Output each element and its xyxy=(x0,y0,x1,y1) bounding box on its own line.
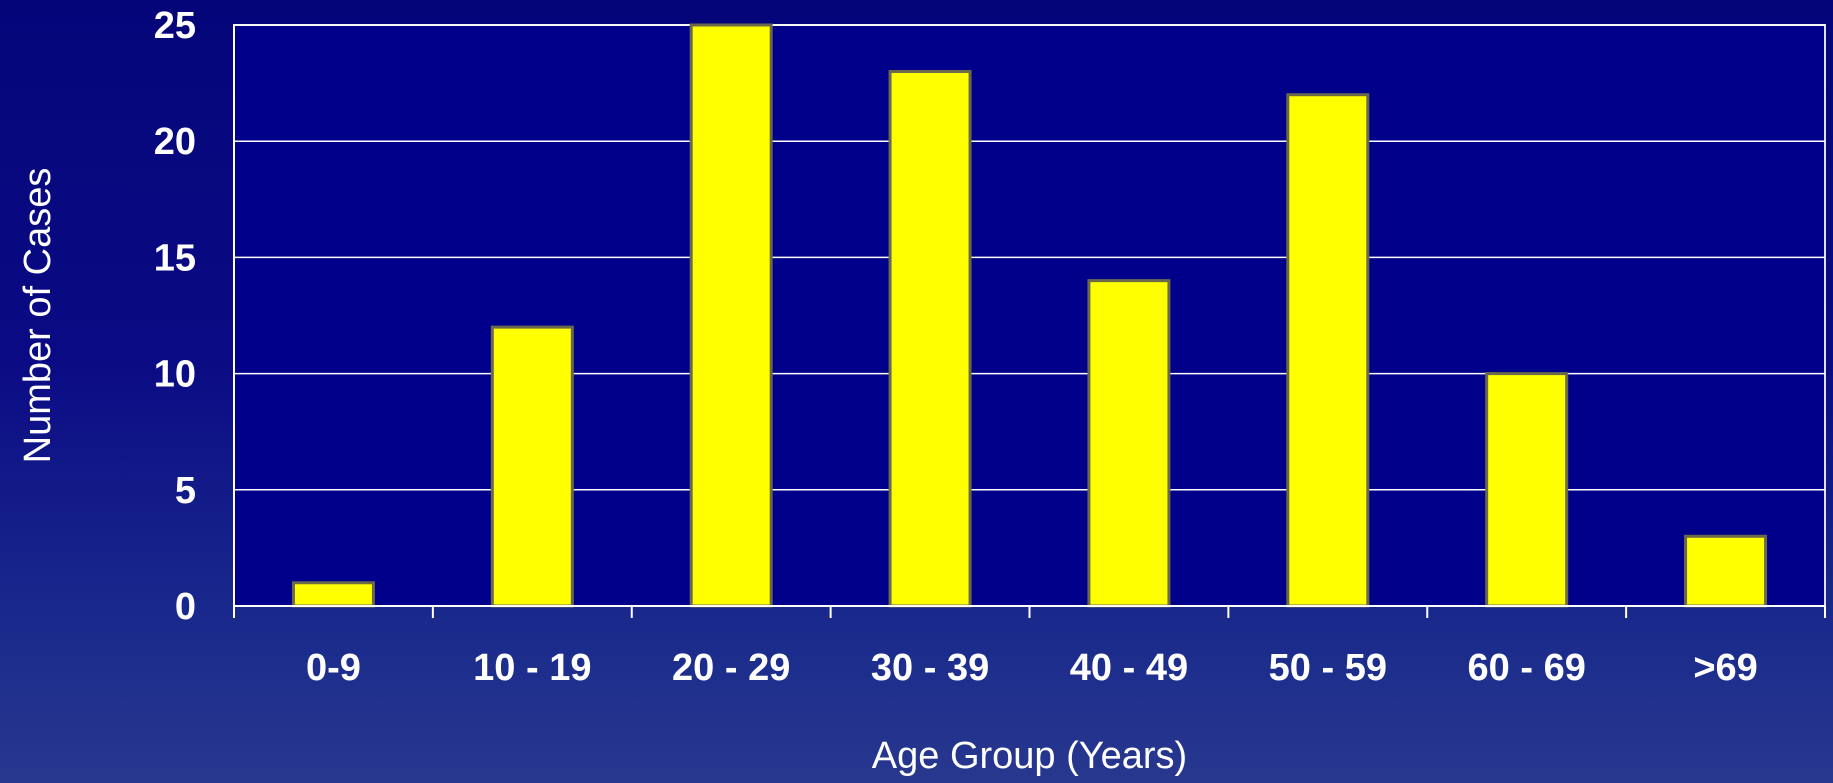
x-tick-label: 60 - 69 xyxy=(1468,647,1586,689)
x-tick-label: 10 - 19 xyxy=(473,647,591,689)
plot-area xyxy=(233,24,1826,607)
bar xyxy=(689,23,773,608)
bar xyxy=(1286,93,1370,608)
y-tick-label: 25 xyxy=(154,5,196,47)
x-axis-title: Age Group (Years) xyxy=(872,735,1187,777)
x-tick-label: 50 - 59 xyxy=(1269,647,1387,689)
bar xyxy=(1485,372,1569,608)
y-axis-title: Number of Cases xyxy=(17,168,59,464)
axes xyxy=(233,25,1826,618)
y-tick-label: 10 xyxy=(154,354,196,396)
y-tick-label: 0 xyxy=(175,586,196,628)
x-tick-label: 0-9 xyxy=(306,647,361,689)
bar xyxy=(1684,534,1768,608)
y-tick-label: 20 xyxy=(154,121,196,163)
x-tick-label: 40 - 49 xyxy=(1070,647,1188,689)
bar xyxy=(888,69,972,608)
x-tick-label: 30 - 39 xyxy=(871,647,989,689)
bar xyxy=(490,325,574,608)
x-tick-labels: 0-9 10 - 19 20 - 29 30 - 39 40 - 49 50 - 59 60… xyxy=(306,647,1758,689)
bars xyxy=(291,23,1768,608)
y-tick-label: 5 xyxy=(175,470,196,512)
y-tick-labels: 0 5 10 15 20 25 xyxy=(154,5,196,628)
bar xyxy=(291,581,375,608)
x-tick-label: >69 xyxy=(1693,647,1757,689)
y-tick-label: 15 xyxy=(154,237,196,279)
bar xyxy=(1087,279,1171,608)
x-tick-label: 20 - 29 xyxy=(672,647,790,689)
